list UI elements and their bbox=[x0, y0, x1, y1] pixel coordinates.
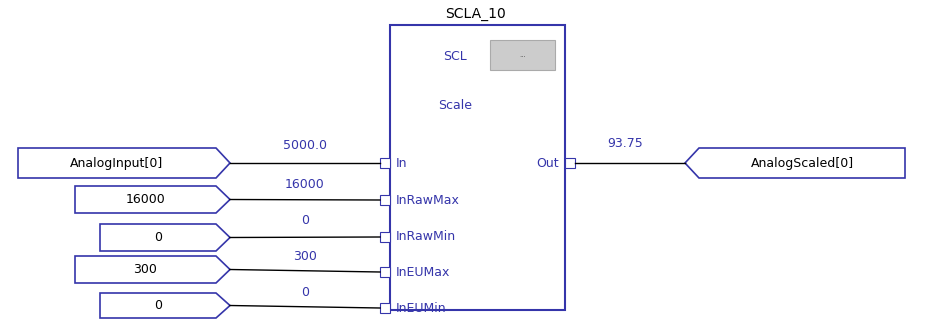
Text: AnalogScaled[0]: AnalogScaled[0] bbox=[750, 157, 854, 169]
Text: Scale: Scale bbox=[438, 99, 472, 112]
Text: AnalogInput[0]: AnalogInput[0] bbox=[70, 157, 164, 169]
Bar bbox=[380, 195, 390, 205]
Bar bbox=[380, 232, 390, 242]
Text: InRawMax: InRawMax bbox=[396, 194, 460, 207]
Text: 0: 0 bbox=[301, 286, 309, 299]
Text: 16000: 16000 bbox=[285, 177, 325, 191]
Polygon shape bbox=[100, 224, 230, 251]
Text: 5000.0: 5000.0 bbox=[283, 138, 327, 152]
Text: Out: Out bbox=[537, 157, 559, 169]
Text: 0: 0 bbox=[154, 231, 162, 244]
Text: In: In bbox=[396, 157, 408, 169]
Text: 0: 0 bbox=[154, 299, 162, 312]
Text: InEUMax: InEUMax bbox=[396, 265, 450, 278]
Text: 300: 300 bbox=[293, 250, 317, 262]
Polygon shape bbox=[75, 186, 230, 213]
Text: 300: 300 bbox=[133, 263, 157, 276]
Polygon shape bbox=[100, 293, 230, 318]
Bar bbox=[380, 303, 390, 313]
Bar bbox=[380, 267, 390, 277]
Bar bbox=[380, 158, 390, 168]
Text: InRawMin: InRawMin bbox=[396, 230, 456, 244]
Text: SCLA_10: SCLA_10 bbox=[445, 7, 506, 21]
Bar bbox=[490, 40, 555, 70]
Bar bbox=[390, 25, 565, 310]
Text: 0: 0 bbox=[301, 214, 309, 227]
Polygon shape bbox=[685, 148, 905, 178]
Text: ...: ... bbox=[519, 52, 525, 58]
Bar bbox=[565, 158, 575, 168]
Text: 16000: 16000 bbox=[126, 193, 165, 206]
Text: SCL: SCL bbox=[443, 50, 467, 63]
Polygon shape bbox=[18, 148, 230, 178]
Text: InEUMin: InEUMin bbox=[396, 302, 446, 314]
Polygon shape bbox=[75, 256, 230, 283]
Text: 93.75: 93.75 bbox=[607, 137, 643, 150]
